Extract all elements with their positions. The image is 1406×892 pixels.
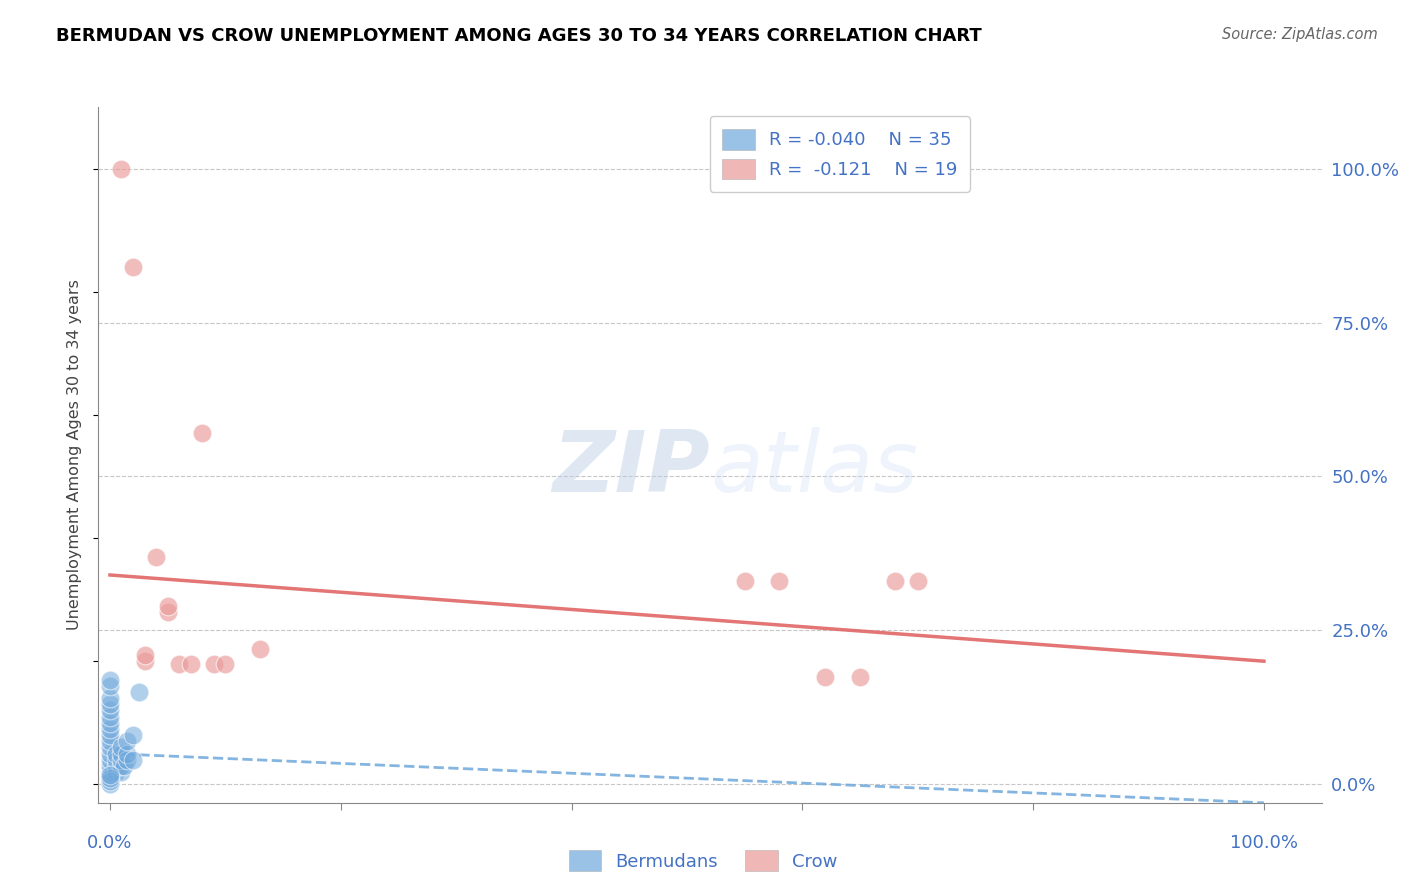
Point (849, 669, 872, 683)
Point (110, 759, 132, 773)
Point (104, 747, 127, 761)
Text: Source: ZipAtlas.com: Source: ZipAtlas.com (1222, 27, 1378, 42)
Legend: Bermudans, Crow: Bermudans, Crow (561, 843, 845, 879)
Point (98, 753, 121, 767)
Y-axis label: Unemployment Among Ages 30 to 34 years: Unemployment Among Ages 30 to 34 years (67, 279, 83, 631)
Text: BERMUDAN VS CROW UNEMPLOYMENT AMONG AGES 30 TO 34 YEARS CORRELATION CHART: BERMUDAN VS CROW UNEMPLOYMENT AMONG AGES… (56, 27, 981, 45)
Point (214, 657, 236, 672)
Point (98, 679, 121, 693)
Point (98, 759, 121, 773)
Point (98, 774, 121, 789)
Point (112, 759, 135, 773)
Point (122, 728, 145, 742)
Point (167, 657, 190, 672)
Text: ZIP: ZIP (553, 427, 710, 510)
Point (907, 574, 929, 589)
Legend: R = -0.040    N = 35, R =  -0.121    N = 19: R = -0.040 N = 35, R = -0.121 N = 19 (710, 116, 970, 192)
Point (110, 747, 132, 761)
Point (202, 657, 225, 672)
Point (117, 734, 139, 748)
Point (110, 764, 132, 779)
Point (249, 641, 271, 656)
Point (98, 771, 121, 785)
Point (122, 753, 145, 767)
Point (134, 654, 156, 668)
Point (104, 753, 127, 767)
Point (768, 574, 790, 589)
Point (134, 648, 156, 662)
Point (98, 673, 121, 687)
Point (145, 549, 167, 564)
Point (98, 777, 121, 791)
Text: 0.0%: 0.0% (87, 834, 132, 852)
Point (734, 574, 756, 589)
Point (98, 715, 121, 730)
Point (128, 685, 150, 699)
Point (191, 426, 214, 441)
Point (98, 698, 121, 712)
Point (98, 747, 121, 761)
Point (110, 161, 132, 176)
Point (122, 260, 145, 274)
Point (98, 734, 121, 748)
Point (117, 747, 139, 761)
Point (117, 753, 139, 767)
Point (98, 768, 121, 782)
Point (98, 709, 121, 723)
Text: 100.0%: 100.0% (1230, 834, 1298, 852)
Point (156, 605, 179, 619)
Point (98, 722, 121, 736)
Point (814, 669, 837, 683)
Point (98, 703, 121, 717)
Point (180, 657, 202, 672)
Point (110, 753, 132, 767)
Point (883, 574, 905, 589)
Point (98, 691, 121, 706)
Point (110, 740, 132, 755)
Point (104, 759, 127, 773)
Text: atlas: atlas (710, 427, 918, 510)
Point (98, 728, 121, 742)
Point (156, 599, 179, 613)
Point (104, 764, 127, 779)
Point (98, 740, 121, 755)
Point (98, 764, 121, 779)
